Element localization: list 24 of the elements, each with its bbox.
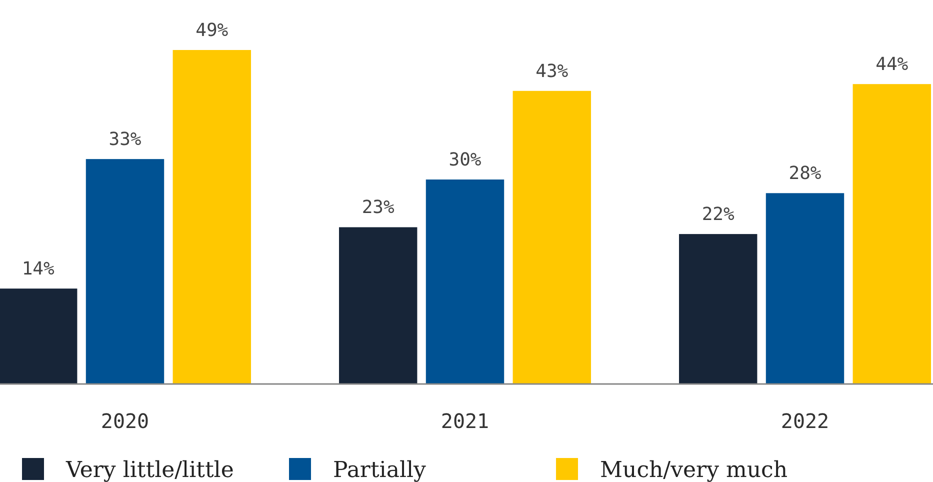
bar xyxy=(172,50,251,384)
bar xyxy=(86,159,164,384)
bar xyxy=(339,227,418,384)
data-label: 44% xyxy=(876,54,908,76)
bar xyxy=(766,193,844,384)
bar xyxy=(679,234,758,384)
data-label: 43% xyxy=(536,60,568,82)
x-tick-label: 2021 xyxy=(440,409,490,433)
legend-label: Much/very much xyxy=(600,458,788,482)
data-label: 30% xyxy=(448,150,482,171)
data-label: 28% xyxy=(788,163,822,184)
bar xyxy=(426,180,504,384)
legend-label: Partially xyxy=(333,458,427,482)
x-tick-label: 2020 xyxy=(100,409,150,433)
x-tick-label: 2022 xyxy=(780,409,830,433)
legend-label: Very little/little xyxy=(65,458,234,482)
data-label: 22% xyxy=(702,204,735,226)
bar xyxy=(512,90,591,384)
bar xyxy=(0,288,78,384)
data-label: 23% xyxy=(362,197,395,218)
data-label: 49% xyxy=(196,20,228,41)
bar xyxy=(852,84,931,384)
data-label: 14% xyxy=(22,258,55,280)
data-label: 33% xyxy=(108,129,142,150)
